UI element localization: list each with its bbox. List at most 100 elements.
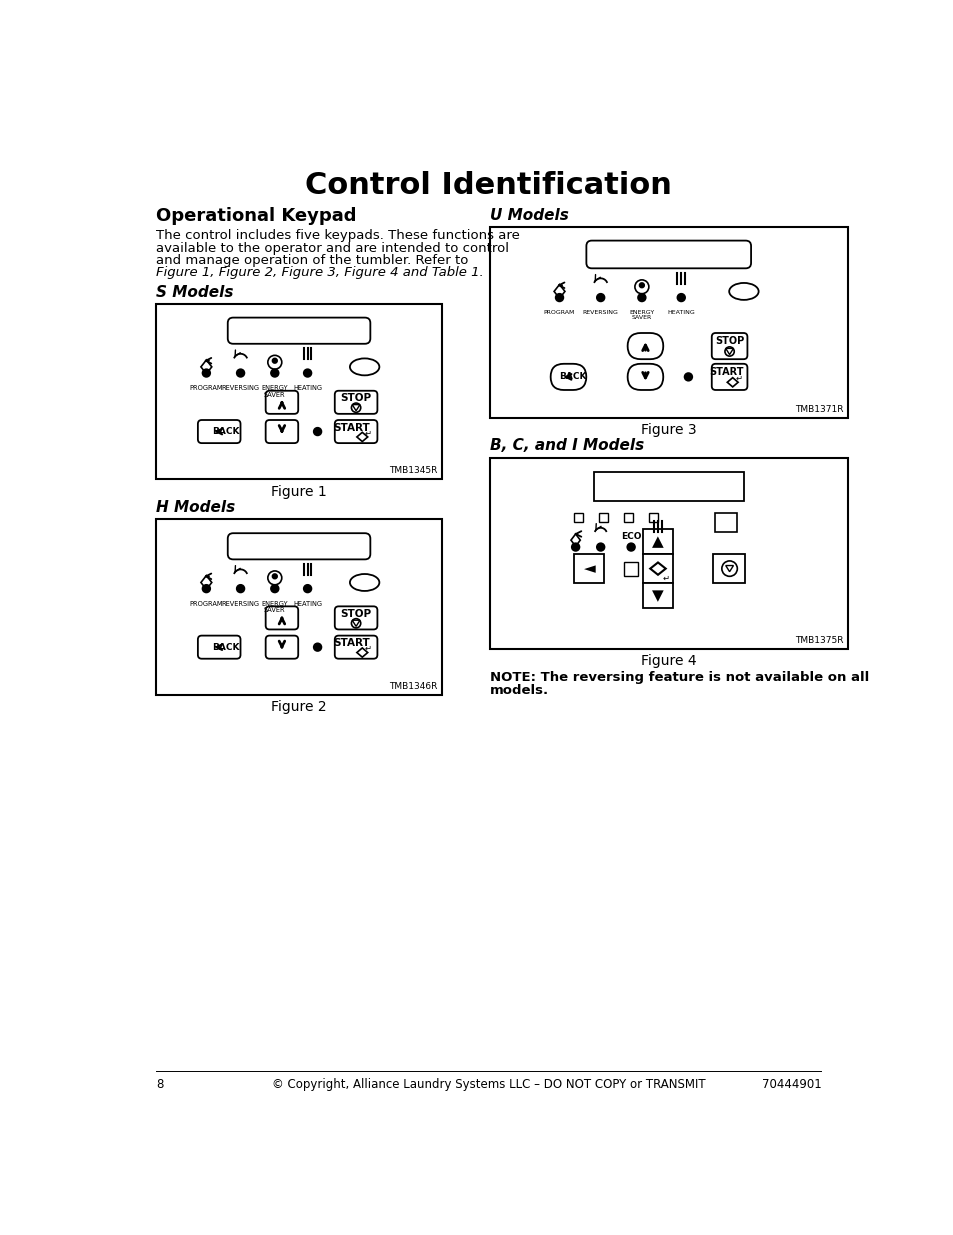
Circle shape <box>677 294 684 301</box>
Text: ↵: ↵ <box>735 374 741 383</box>
Text: REVERSING: REVERSING <box>582 310 618 315</box>
Text: START: START <box>333 422 370 432</box>
Text: PROGRAM: PROGRAM <box>190 601 223 606</box>
FancyBboxPatch shape <box>228 534 370 559</box>
Text: BACK: BACK <box>212 642 239 652</box>
Circle shape <box>271 585 278 593</box>
Circle shape <box>639 283 643 288</box>
Bar <box>489 458 847 648</box>
FancyBboxPatch shape <box>627 333 662 359</box>
Text: ENERGY
SAVER: ENERGY SAVER <box>261 385 288 398</box>
Text: ▼: ▼ <box>652 588 663 603</box>
Bar <box>489 227 847 417</box>
Bar <box>642 530 672 555</box>
Text: Figure 1: Figure 1 <box>271 484 327 499</box>
Circle shape <box>555 294 563 301</box>
Text: U Models: U Models <box>489 209 568 224</box>
Bar <box>156 520 441 695</box>
Text: TMB1345R: TMB1345R <box>388 467 436 475</box>
Bar <box>623 562 638 576</box>
Text: ENERGY
SAVER: ENERGY SAVER <box>261 601 288 614</box>
Circle shape <box>626 543 635 551</box>
FancyBboxPatch shape <box>711 364 746 390</box>
Bar <box>598 514 608 522</box>
Text: REVERSING: REVERSING <box>221 385 259 391</box>
Text: ↵: ↵ <box>661 574 669 583</box>
Text: Figure 3: Figure 3 <box>640 424 696 437</box>
Text: models.: models. <box>489 684 548 697</box>
Text: STOP: STOP <box>714 336 743 346</box>
Bar <box>642 555 672 583</box>
Text: TMB1346R: TMB1346R <box>388 682 436 692</box>
Circle shape <box>314 427 321 436</box>
Circle shape <box>303 585 311 593</box>
FancyBboxPatch shape <box>335 390 377 414</box>
Text: ENERGY
SAVER: ENERGY SAVER <box>629 310 654 320</box>
Text: 70444901: 70444901 <box>760 1078 821 1091</box>
Circle shape <box>236 585 244 593</box>
Text: PROGRAM: PROGRAM <box>190 385 223 391</box>
Bar <box>156 304 441 479</box>
Text: START: START <box>708 367 743 377</box>
Circle shape <box>654 543 661 551</box>
FancyBboxPatch shape <box>265 636 298 658</box>
FancyBboxPatch shape <box>265 606 298 630</box>
Bar <box>593 472 743 501</box>
Text: ↵: ↵ <box>365 429 372 437</box>
Circle shape <box>273 358 276 363</box>
Text: and manage operation of the tumbler. Refer to: and manage operation of the tumbler. Ref… <box>156 254 468 267</box>
FancyBboxPatch shape <box>228 317 370 343</box>
FancyBboxPatch shape <box>335 636 377 658</box>
Text: ◄: ◄ <box>583 561 596 576</box>
FancyBboxPatch shape <box>335 606 377 630</box>
Text: available to the operator and are intended to control: available to the operator and are intend… <box>156 242 509 254</box>
Circle shape <box>684 373 692 380</box>
Text: REVERSING: REVERSING <box>221 601 259 606</box>
FancyBboxPatch shape <box>197 636 240 658</box>
FancyBboxPatch shape <box>550 364 586 390</box>
FancyBboxPatch shape <box>265 390 298 414</box>
Bar <box>648 514 658 522</box>
Text: H Models: H Models <box>156 499 235 515</box>
Text: Control Identification: Control Identification <box>305 170 672 200</box>
Bar <box>642 583 672 608</box>
Text: The control includes five keypads. These functions are: The control includes five keypads. These… <box>156 230 519 242</box>
Text: NOTE: The reversing feature is not available on all: NOTE: The reversing feature is not avail… <box>489 672 868 684</box>
FancyBboxPatch shape <box>265 420 298 443</box>
Bar <box>574 514 582 522</box>
Text: START: START <box>333 638 370 648</box>
Circle shape <box>571 543 578 551</box>
Text: HEATING: HEATING <box>667 310 695 315</box>
Circle shape <box>202 585 210 593</box>
FancyBboxPatch shape <box>711 333 746 359</box>
FancyBboxPatch shape <box>197 420 240 443</box>
Text: HEATING: HEATING <box>293 601 322 606</box>
Text: Operational Keypad: Operational Keypad <box>156 207 356 225</box>
Circle shape <box>236 369 244 377</box>
Bar <box>712 555 744 583</box>
Text: B, C, and I Models: B, C, and I Models <box>489 438 643 453</box>
Text: 8: 8 <box>156 1078 164 1091</box>
Text: © Copyright, Alliance Laundry Systems LLC – DO NOT COPY or TRANSMIT: © Copyright, Alliance Laundry Systems LL… <box>272 1078 705 1091</box>
FancyBboxPatch shape <box>627 364 662 390</box>
Circle shape <box>271 369 278 377</box>
Text: TMB1375R: TMB1375R <box>794 636 842 645</box>
Text: ↵: ↵ <box>365 645 372 653</box>
Circle shape <box>303 369 311 377</box>
Text: Figure 2: Figure 2 <box>271 700 327 714</box>
Circle shape <box>597 294 604 301</box>
FancyBboxPatch shape <box>335 420 377 443</box>
Circle shape <box>314 643 321 651</box>
Bar <box>623 514 633 522</box>
Bar <box>574 555 603 583</box>
FancyBboxPatch shape <box>586 241 750 268</box>
Circle shape <box>638 294 645 301</box>
Circle shape <box>597 543 604 551</box>
Circle shape <box>202 369 210 377</box>
Text: Figure 1, Figure 2, Figure 3, Figure 4 and Table 1.: Figure 1, Figure 2, Figure 3, Figure 4 a… <box>156 267 484 279</box>
Text: Figure 4: Figure 4 <box>640 655 696 668</box>
Text: S Models: S Models <box>156 285 233 300</box>
Text: HEATING: HEATING <box>293 385 322 391</box>
Bar <box>715 514 737 531</box>
Text: ECO: ECO <box>620 532 640 541</box>
